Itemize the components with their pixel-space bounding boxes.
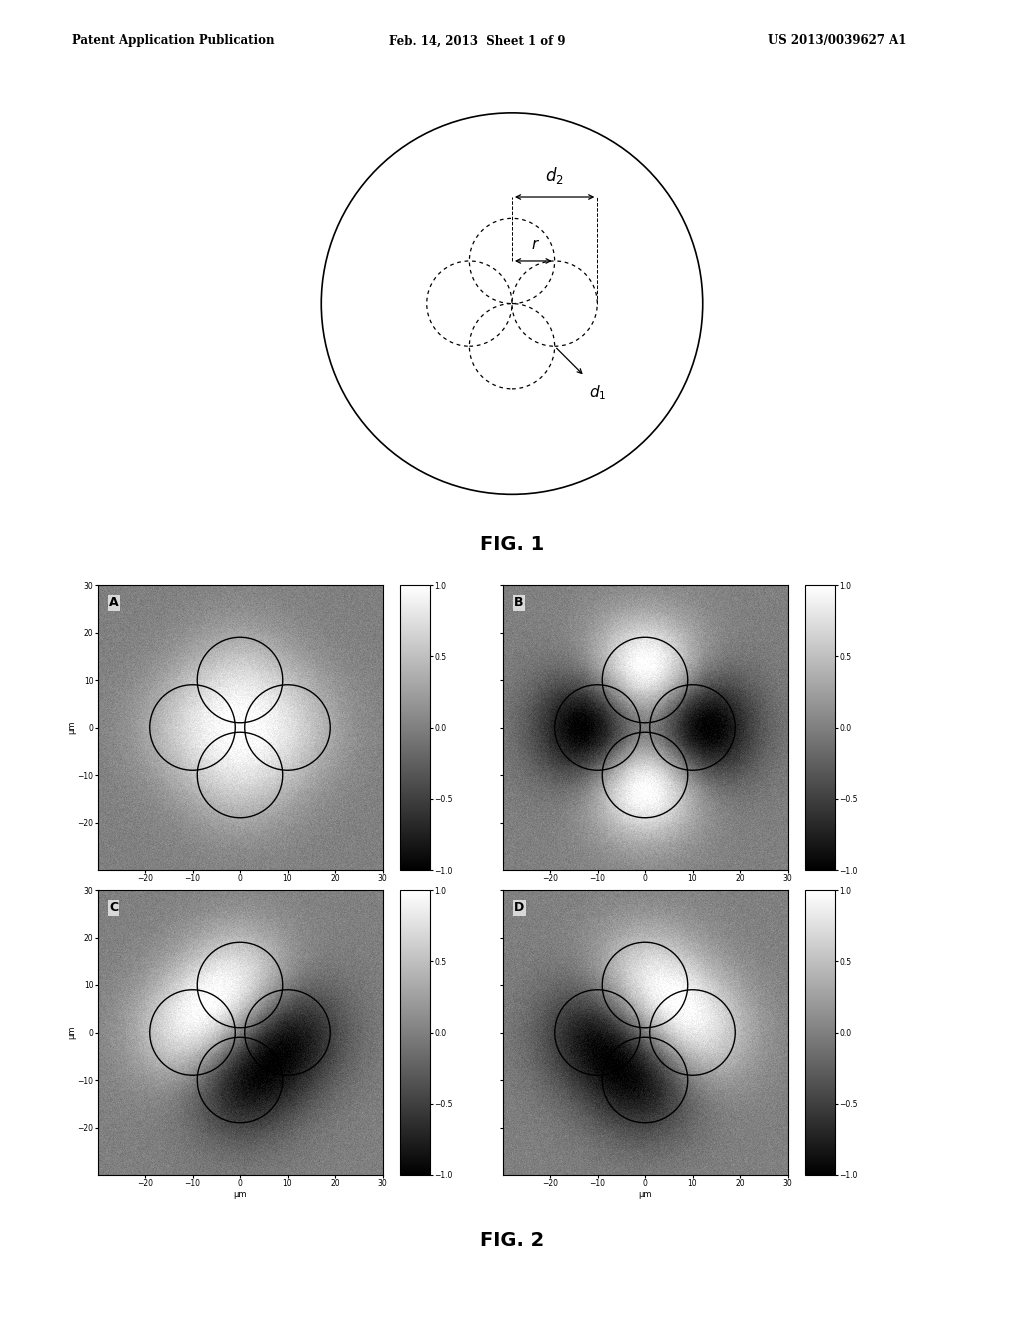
Text: $d_2$: $d_2$ — [545, 165, 564, 186]
Text: D: D — [514, 902, 524, 915]
Text: US 2013/0039627 A1: US 2013/0039627 A1 — [768, 34, 906, 48]
Text: A: A — [109, 597, 119, 610]
X-axis label: μm: μm — [638, 1189, 651, 1199]
Text: FIG. 2: FIG. 2 — [480, 1232, 544, 1250]
Y-axis label: μm: μm — [67, 721, 76, 734]
Y-axis label: μm: μm — [67, 1026, 76, 1039]
Text: FIG. 1: FIG. 1 — [480, 535, 544, 553]
Text: Feb. 14, 2013  Sheet 1 of 9: Feb. 14, 2013 Sheet 1 of 9 — [389, 34, 565, 48]
Text: $d_1$: $d_1$ — [589, 383, 606, 401]
Text: C: C — [109, 902, 118, 915]
Text: Patent Application Publication: Patent Application Publication — [72, 34, 274, 48]
X-axis label: μm: μm — [233, 1189, 247, 1199]
Text: $r$: $r$ — [530, 238, 540, 252]
Text: B: B — [514, 597, 523, 610]
